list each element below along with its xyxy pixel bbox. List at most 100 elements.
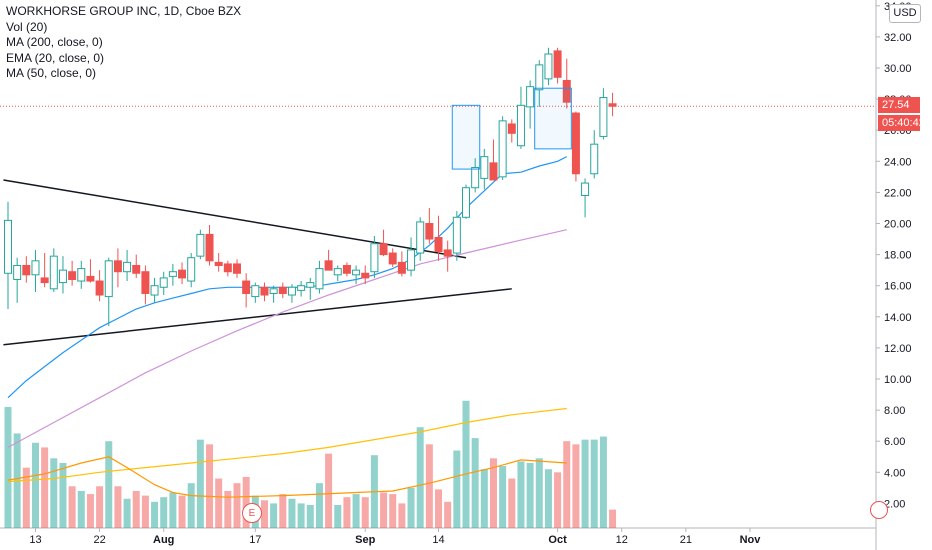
trendline	[3, 288, 512, 346]
candle	[407, 237, 416, 277]
volume-bar	[389, 494, 397, 528]
alert-badge[interactable]	[870, 501, 888, 519]
time-axis[interactable]: 13 22 Aug 17 Sep 14 Oct 12 21 Nov	[29, 528, 761, 546]
candle	[123, 249, 132, 282]
volume-bar	[306, 504, 314, 528]
candle	[40, 253, 49, 288]
candle	[342, 262, 351, 277]
candle	[352, 265, 361, 285]
y-tick-label: 12.00	[884, 343, 912, 355]
candle-body	[214, 261, 223, 266]
x-tick-label: Nov	[740, 534, 762, 546]
candle	[379, 229, 388, 257]
candle-body	[113, 260, 122, 273]
candle-body	[489, 162, 498, 181]
candle-body	[434, 236, 443, 252]
candle-body	[443, 249, 452, 257]
candle	[260, 282, 269, 302]
indicator-lines	[7, 156, 568, 498]
volume-bar	[599, 436, 607, 528]
candle	[425, 207, 434, 244]
volume-bar	[563, 441, 571, 528]
y-tick-label: 14.00	[884, 312, 912, 324]
candle	[159, 271, 168, 296]
candle-body	[462, 187, 470, 218]
volume-bar	[508, 478, 516, 528]
volume-bar	[398, 503, 406, 528]
y-tick-label: 22.00	[884, 187, 912, 199]
volume-bar	[59, 462, 67, 528]
y-tick-label: 24.00	[884, 156, 912, 168]
volume-bar	[123, 498, 131, 528]
volume-ma-line	[7, 456, 567, 498]
x-tick-label: 17	[249, 534, 261, 546]
candle	[480, 148, 489, 190]
candle-body	[315, 268, 324, 290]
volume-bar	[380, 492, 388, 528]
candle	[223, 260, 232, 277]
candle	[608, 92, 617, 117]
volume-bar	[105, 441, 113, 528]
candle-body	[242, 280, 251, 294]
trendlines	[3, 179, 512, 346]
candle	[132, 254, 141, 278]
legend-vol[interactable]: Vol (20)	[6, 19, 48, 34]
rectangle-drawing	[534, 87, 572, 150]
volume-bar	[581, 439, 589, 528]
candle-body	[571, 112, 580, 175]
candle	[562, 58, 571, 109]
legend-ma200[interactable]: MA (200, close, 0)	[6, 35, 103, 49]
candle	[507, 119, 516, 143]
volume-bar	[50, 458, 58, 528]
legend-ma50[interactable]: MA (50, close, 0)	[6, 66, 97, 80]
candle	[489, 139, 498, 181]
candle	[187, 253, 196, 288]
candle-body	[141, 271, 150, 294]
candle	[4, 201, 12, 310]
trendline	[3, 179, 467, 259]
volume-bar	[288, 498, 296, 528]
candle	[452, 211, 461, 261]
candle-body	[251, 285, 260, 298]
y-tick-label: 20.00	[884, 219, 912, 231]
candle-body	[40, 277, 49, 284]
candle-body	[471, 167, 480, 189]
candle-body	[544, 53, 553, 80]
volume-bar	[160, 497, 168, 528]
volume-bar	[86, 494, 94, 528]
candle-body	[104, 260, 113, 298]
candle-body	[223, 263, 232, 273]
candle-body	[608, 103, 617, 107]
candle	[434, 215, 443, 261]
candle-body	[342, 264, 351, 274]
volume-bar	[462, 400, 470, 528]
volume-bar	[471, 438, 479, 528]
volume-bar	[297, 503, 305, 528]
candle	[22, 256, 31, 283]
candle	[526, 80, 535, 129]
candle-body	[333, 268, 342, 276]
y-tick-label: 4.00	[884, 467, 905, 479]
currency-button[interactable]: USD	[889, 4, 921, 23]
volume-bar	[489, 458, 497, 528]
candle-body	[150, 285, 159, 296]
rectangle-drawing	[451, 104, 481, 170]
candle	[31, 249, 40, 292]
volume-bar	[233, 483, 241, 528]
volume-bar	[554, 472, 562, 528]
earnings-badge[interactable]: E	[242, 503, 262, 523]
price-axis[interactable]: 34.0032.0030.0028.0026.0024.0022.0020.00…	[876, 1, 912, 511]
y-tick-label: 6.00	[884, 436, 905, 448]
candle-body	[553, 50, 562, 78]
volume-bar	[517, 461, 525, 528]
candle-body	[590, 143, 599, 175]
volume-bar	[544, 469, 552, 528]
volume-bar	[114, 486, 122, 528]
candle	[571, 111, 580, 182]
legend-ema20[interactable]: EMA (20, close, 0)	[6, 50, 105, 65]
candle-body	[4, 219, 12, 274]
volume-bar	[407, 487, 415, 528]
candle-body	[269, 288, 278, 294]
candle	[68, 260, 77, 286]
